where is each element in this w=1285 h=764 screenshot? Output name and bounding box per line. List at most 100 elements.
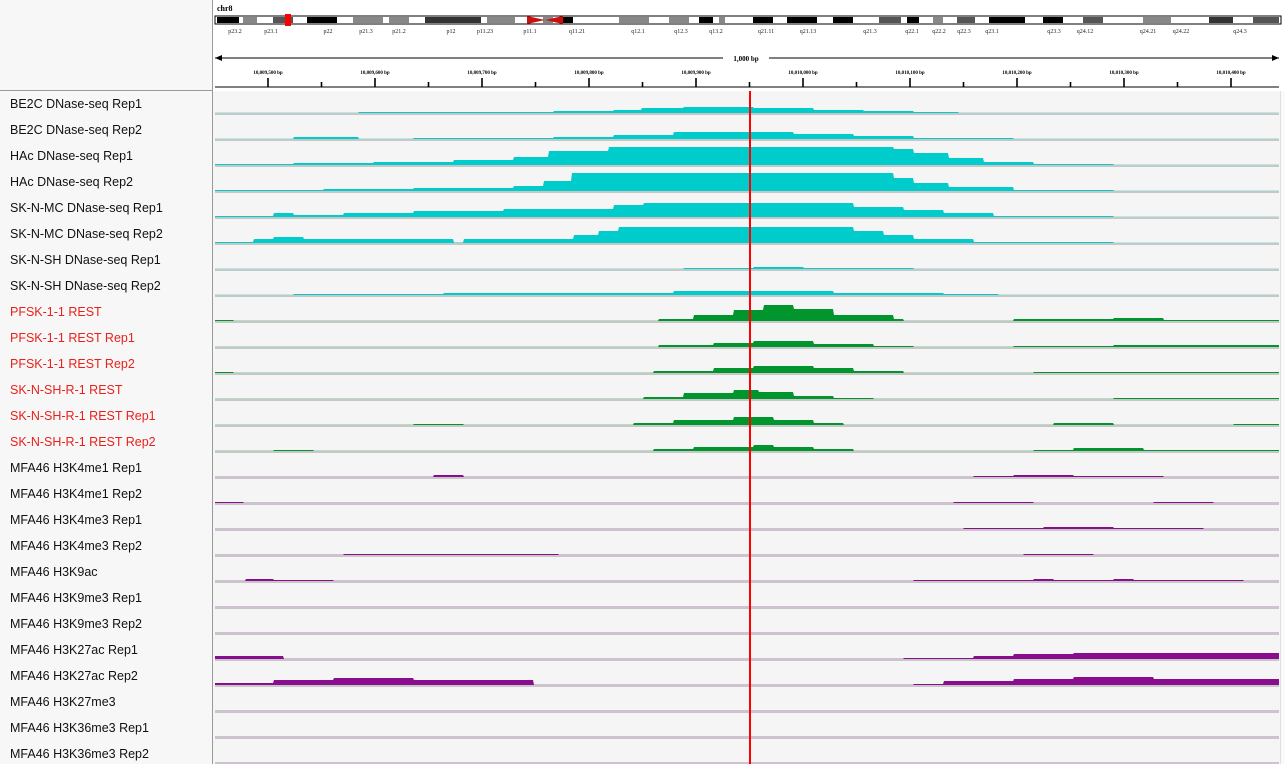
ideogram-band [1253,17,1279,23]
band-label: q22.2 [932,29,946,35]
track-signal [215,173,1279,191]
center-line-marker [749,91,751,764]
ideogram-band [957,17,975,23]
track-name-label[interactable]: MFA46 H3K27ac Rep1 [10,643,138,657]
band-label: q21.11 [758,29,774,35]
track-name-label[interactable]: MFA46 H3K27ac Rep2 [10,669,138,683]
band-label: q21.13 [800,29,817,35]
track-signal [215,445,1279,451]
band-label: p23.2 [228,29,242,35]
track-signal [215,366,1279,373]
band-label: p23.1 [264,29,278,35]
track-name-label[interactable]: MFA46 H3K9ac [10,565,98,579]
chromosome-ideogram[interactable]: chr8 p23.2 p23.1 p22 p21.3 p21.2 p12 p11.23 p11.… [213,0,1285,46]
track-name-label[interactable]: SK-N-SH DNase-seq Rep1 [10,253,161,267]
band-label: p12 [447,29,456,35]
tick-label: 10,010,100 bp [895,71,925,76]
ideogram-band [1143,17,1171,23]
track-name-label[interactable]: SK-N-SH-R-1 REST [10,383,123,397]
track-name-label[interactable]: SK-N-MC DNase-seq Rep1 [10,201,163,215]
ideogram-band [1083,17,1103,23]
tick-label: 10,009,600 bp [360,71,390,76]
band-label: q21.3 [863,29,877,35]
band-label: q23.3 [1047,29,1061,35]
track-signal [215,203,1279,217]
band-label: q22.1 [905,29,919,35]
band-label: p22 [324,29,333,35]
track-signal [215,579,1279,581]
ideogram-band [833,17,853,23]
tick-label: 10,010,000 bp [788,71,818,76]
track-name-label[interactable]: MFA46 H3K4me1 Rep2 [10,487,143,501]
track-signal [215,291,1279,295]
track-signal [215,132,1279,139]
tick-label: 10,009,700 bp [467,71,497,76]
track-name-label[interactable]: PFSK-1-1 REST Rep1 [10,331,135,345]
track-signal [215,305,1279,321]
band-label: q24.21 [1140,29,1157,35]
ideogram-band [217,17,239,23]
ideogram-band [619,17,649,23]
ideogram-band [753,17,773,23]
track-name-label[interactable]: BE2C DNase-seq Rep2 [10,123,143,137]
vertical-scrollbar[interactable] [1280,91,1285,764]
ideogram-band [389,17,409,23]
ideogram-body [214,15,1282,25]
track-name-label[interactable]: MFA46 H3K36me3 Rep2 [10,747,149,761]
ideogram-band [699,17,713,23]
tick-label: 10,010,400 bp [1216,71,1246,76]
track-signal [215,227,1279,243]
track-name-label[interactable]: HAc DNase-seq Rep1 [10,149,133,163]
track-name-label[interactable]: MFA46 H3K36me3 Rep1 [10,721,149,735]
track-name-label[interactable]: SK-N-SH-R-1 REST Rep2 [10,435,156,449]
track-name-label[interactable]: HAc DNase-seq Rep2 [10,175,133,189]
track-signal [215,554,1279,555]
tick-label: 10,009,800 bp [574,71,604,76]
ideogram-band [1209,17,1233,23]
ideogram-band [243,17,257,23]
track-name-label[interactable]: MFA46 H3K4me3 Rep1 [10,513,143,527]
track-data-panel[interactable] [213,91,1280,764]
header-name-panel [0,0,213,91]
band-label: p21.3 [359,29,373,35]
track-signal [215,527,1279,529]
band-label: q24.3 [1233,29,1247,35]
track-name-label[interactable]: SK-N-SH-R-1 REST Rep1 [10,409,156,423]
track-name-label[interactable]: MFA46 H3K4me3 Rep2 [10,539,143,553]
band-label: p11.1 [523,29,536,35]
tick-label: 10,009,900 bp [681,71,711,76]
ideogram-band [1043,17,1063,23]
track-name-label[interactable]: MFA46 H3K9me3 Rep1 [10,591,143,605]
track-signal [215,417,1279,425]
track-name-label[interactable]: SK-N-SH DNase-seq Rep2 [10,279,161,293]
centromere-marker [545,16,563,24]
band-label: q23.1 [985,29,999,35]
genomic-ruler[interactable]: 1,000 bp 10,009,500 bp 10,009,600 bp 10,009… [213,46,1285,91]
band-label: q22.3 [957,29,971,35]
span-label: 1,000 bp [733,55,758,63]
track-names-panel: BE2C DNase-seq Rep1 BE2C DNase-seq Rep2 HA… [0,91,213,764]
ideogram-band [353,17,383,23]
track-name-label[interactable]: MFA46 H3K27me3 [10,695,116,709]
track-signal [215,502,1279,503]
track-name-label[interactable]: PFSK-1-1 REST Rep2 [10,357,135,371]
track-signal [215,267,1279,269]
ideogram-band [273,17,293,23]
band-label: q13.2 [709,29,723,35]
ideogram-band [989,17,1025,23]
span-label-bg [723,52,769,64]
band-label: p21.2 [392,29,406,35]
band-label: q12.1 [631,29,645,35]
track-name-label[interactable]: MFA46 H3K9me3 Rep2 [10,617,143,631]
span-arrow-right [1272,55,1279,61]
ideogram-band [487,17,515,23]
tick-label: 10,010,200 bp [1002,71,1032,76]
track-name-label[interactable]: PFSK-1-1 REST [10,305,102,319]
track-signal [215,107,1279,113]
band-label: q24.12 [1077,29,1094,35]
track-name-label[interactable]: BE2C DNase-seq Rep1 [10,97,143,111]
ideogram-band [907,17,919,23]
track-name-label[interactable]: SK-N-MC DNase-seq Rep2 [10,227,163,241]
track-name-label[interactable]: MFA46 H3K4me1 Rep1 [10,461,143,475]
